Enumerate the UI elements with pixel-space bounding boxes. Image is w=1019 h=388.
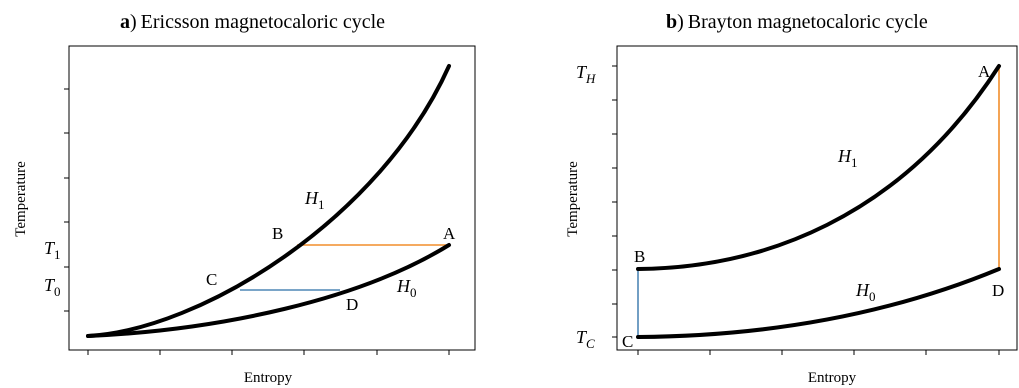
panel-a-title-letter: a — [120, 11, 130, 33]
panel-b-H0-label: H0 — [855, 280, 876, 304]
panel-b-point-B: B — [634, 247, 645, 266]
panel-a-y-ticks — [64, 88, 69, 312]
panel-b-TH-label: TH — [576, 62, 596, 86]
panel-b-title-letter: b — [666, 11, 677, 33]
panel-b-y-ticks — [612, 65, 617, 338]
panel-a-frame — [68, 45, 476, 351]
panel-a-curve-H1 — [86, 64, 451, 338]
panel-a-T1-label: T1 — [44, 238, 61, 262]
panel-b-x-ticks — [637, 350, 1000, 355]
panel-b-point-D: D — [992, 281, 1004, 300]
panel-a-title-paren: ) — [130, 11, 137, 33]
panel-a-point-D: D — [346, 295, 358, 314]
panel-a-point-A: A — [443, 224, 456, 243]
panel-b-H1-label: H1 — [837, 146, 858, 170]
panel-a-curve-H0 — [86, 243, 451, 338]
panel-a-x-ticks — [87, 350, 450, 355]
panel-b: b) Brayton magnetocaloric cycle Entropy — [565, 11, 1018, 386]
panel-b-title-paren: ) — [677, 11, 684, 33]
svg-text:b)Brayton magnetocaloric cycle: b) Brayton magnetocaloric cycle — [666, 11, 928, 33]
panel-b-ylabel: Temperature — [565, 161, 581, 237]
panel-b-curve-H1 — [636, 64, 1001, 271]
panel-b-point-C: C — [622, 332, 633, 351]
svg-text:a)Ericsson magnetocaloric cycl: a) Ericsson magnetocaloric cycle — [120, 11, 385, 33]
panel-b-curve-H0 — [636, 267, 1001, 339]
panel-a-H1-label: H1 — [304, 188, 325, 212]
panel-a-T0-label: T0 — [44, 275, 61, 299]
panel-b-xlabel: Entropy — [808, 370, 857, 386]
panel-a-point-C: C — [206, 270, 217, 289]
panel-a-title: Ericsson magnetocaloric cycle — [141, 11, 385, 33]
panel-b-frame — [616, 45, 1018, 351]
panel-a-xlabel: Entropy — [244, 370, 293, 386]
panel-a-point-B: B — [272, 224, 283, 243]
panel-b-TC-label: TC — [576, 327, 595, 351]
panel-b-point-A: A — [978, 62, 991, 81]
panel-a-H0-label: H0 — [396, 276, 417, 300]
panel-b-title: Brayton magnetocaloric cycle — [688, 11, 928, 33]
panel-a: a) Ericsson magnetocaloric cycle Entropy … — [13, 11, 476, 386]
panel-a-ylabel: Temperature — [13, 161, 29, 237]
